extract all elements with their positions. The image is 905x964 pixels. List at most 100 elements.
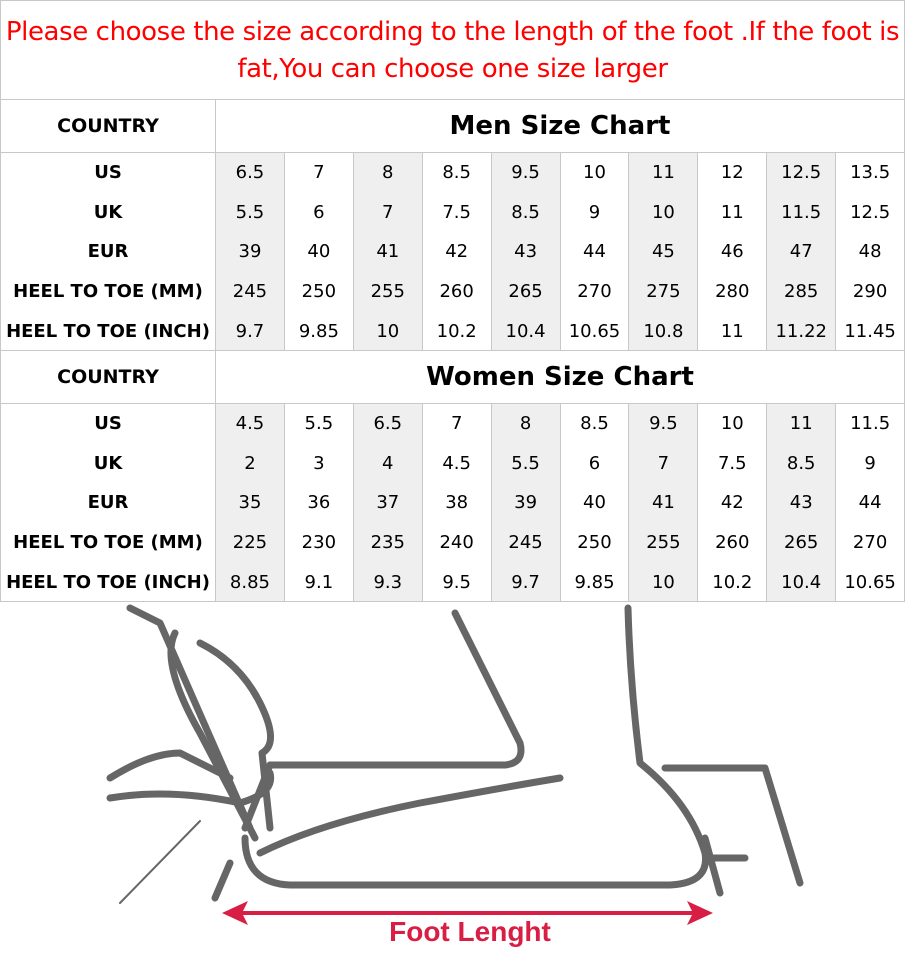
size-cell: 8.5 — [442, 162, 471, 184]
size-column: 9.5 7 41 255 10 — [629, 404, 699, 601]
size-column: 9.5 8.5 43 265 10.4 — [491, 153, 561, 350]
size-cell: 9.85 — [574, 571, 615, 593]
size-cell: 10.8 — [643, 320, 684, 342]
size-cell: 45 — [651, 241, 675, 263]
size-cell: 8.85 — [229, 571, 270, 593]
size-cell: 8.5 — [580, 413, 609, 435]
size-cell: 10 — [651, 571, 675, 593]
country-header: COUNTRY — [1, 351, 216, 403]
size-cell: 42 — [720, 492, 744, 514]
size-cell: 7.5 — [442, 201, 471, 223]
size-cell: 5.5 — [304, 413, 334, 435]
foot-illustration: Foot Lenght — [106, 604, 804, 947]
size-cell: 8.5 — [786, 452, 816, 474]
row-label: HEEL TO TOE (INCH) — [6, 320, 210, 342]
size-cell: 12.5 — [781, 162, 822, 184]
size-cell: 260 — [439, 281, 474, 303]
size-cell: 9.1 — [304, 571, 334, 593]
size-cell: 9 — [864, 452, 876, 474]
size-cell: 235 — [370, 532, 405, 554]
women-size-chart: COUNTRY Women Size Chart US UK EUR HEEL TO … — [0, 351, 905, 602]
size-cell: 9 — [588, 201, 601, 223]
men-chart-title: Men Size Chart — [449, 111, 671, 141]
size-cell: 44 — [858, 492, 882, 514]
size-cell: 12 — [720, 162, 744, 184]
size-cell: 9.5 — [511, 162, 540, 184]
size-cell: 8 — [519, 413, 532, 435]
size-cell: 11.5 — [850, 413, 891, 435]
row-label: HEEL TO TOE (INCH) — [6, 571, 210, 593]
size-cell: 5.5 — [235, 201, 265, 223]
size-cell: 11 — [720, 320, 744, 342]
men-size-chart: COUNTRY Men Size Chart US UK EUR HEEL TO TO… — [0, 100, 905, 351]
size-cell: 9.3 — [373, 571, 403, 593]
row-labels: US UK EUR HEEL TO TOE (MM) HEEL TO TOE (INCH… — [1, 404, 216, 601]
size-cell: 240 — [439, 532, 474, 554]
size-column: 10 9 44 270 10.65 — [561, 153, 630, 350]
size-cell: 245 — [508, 532, 543, 554]
size-cell: 40 — [583, 492, 606, 514]
size-cell: 10.65 — [844, 571, 896, 593]
size-column: 8.5 6 40 250 9.85 — [561, 404, 630, 601]
size-column: 11 10 45 275 10.8 — [629, 153, 699, 350]
size-cell: 2 — [244, 452, 256, 474]
size-cell: 46 — [720, 241, 744, 263]
size-cell: 35 — [238, 492, 262, 514]
foot-length-caption: Foot Lenght — [389, 916, 551, 947]
size-cell: 255 — [370, 281, 405, 303]
length-arrow — [222, 901, 713, 925]
size-cell: 6 — [588, 452, 601, 474]
size-column: 12 11 46 280 11 — [698, 153, 768, 350]
row-labels: US UK EUR HEEL TO TOE (MM) HEEL TO TOE (INCH… — [1, 153, 216, 350]
size-cell: 245 — [232, 281, 268, 303]
size-cell: 275 — [646, 281, 681, 303]
row-label: US — [94, 413, 122, 435]
size-cell: 9.7 — [511, 571, 540, 593]
size-cell: 10 — [583, 162, 606, 184]
size-cell: 8 — [382, 162, 394, 184]
size-cell: 10 — [376, 320, 400, 342]
size-cell: 12.5 — [850, 201, 891, 223]
size-column: 11.5 9 44 270 10.65 — [836, 404, 904, 601]
size-cell: 250 — [577, 532, 612, 554]
size-cell: 3 — [313, 452, 325, 474]
size-cell: 290 — [852, 281, 888, 303]
size-cell: 9.85 — [298, 320, 339, 342]
size-cell: 260 — [715, 532, 750, 554]
size-column: 7 6 40 250 9.85 — [285, 153, 354, 350]
row-label: HEEL TO TOE (MM) — [13, 532, 203, 554]
size-column: 8 7 41 255 10 — [353, 153, 423, 350]
country-header: COUNTRY — [1, 100, 216, 152]
size-cell: 10.65 — [568, 320, 621, 342]
size-cell: 270 — [852, 532, 888, 554]
size-cell: 10.2 — [436, 320, 477, 342]
size-cell: 43 — [514, 241, 538, 263]
row-label: UK — [93, 452, 123, 474]
size-cell: 225 — [232, 532, 268, 554]
size-cell: 4 — [382, 452, 394, 474]
size-cell: 4.5 — [442, 452, 471, 474]
size-cell: 11.22 — [775, 320, 827, 342]
row-label: EUR — [87, 241, 129, 263]
size-cell: 7 — [450, 413, 463, 435]
size-notice: Please choose the size according to the … — [0, 0, 905, 100]
size-cell: 10.2 — [712, 571, 753, 593]
size-cell: 13.5 — [850, 162, 891, 184]
size-column: 10 7.5 42 260 10.2 — [698, 404, 768, 601]
size-cell: 11 — [789, 413, 813, 435]
size-cell: 43 — [789, 492, 813, 514]
size-column: 8.5 7.5 42 260 10.2 — [423, 153, 492, 350]
size-cell: 270 — [577, 281, 612, 303]
row-label: EUR — [87, 492, 129, 514]
size-cell: 10 — [651, 201, 675, 223]
size-cell: 11.5 — [781, 201, 822, 223]
size-cell: 7 — [382, 201, 394, 223]
size-cell: 44 — [583, 241, 606, 263]
size-cell: 6.5 — [373, 413, 403, 435]
size-cell: 11.45 — [844, 320, 896, 342]
size-cell: 36 — [307, 492, 331, 514]
size-cell: 5.5 — [511, 452, 540, 474]
size-cell: 39 — [514, 492, 538, 514]
size-cell: 39 — [238, 241, 262, 263]
size-cell: 8.5 — [511, 201, 540, 223]
